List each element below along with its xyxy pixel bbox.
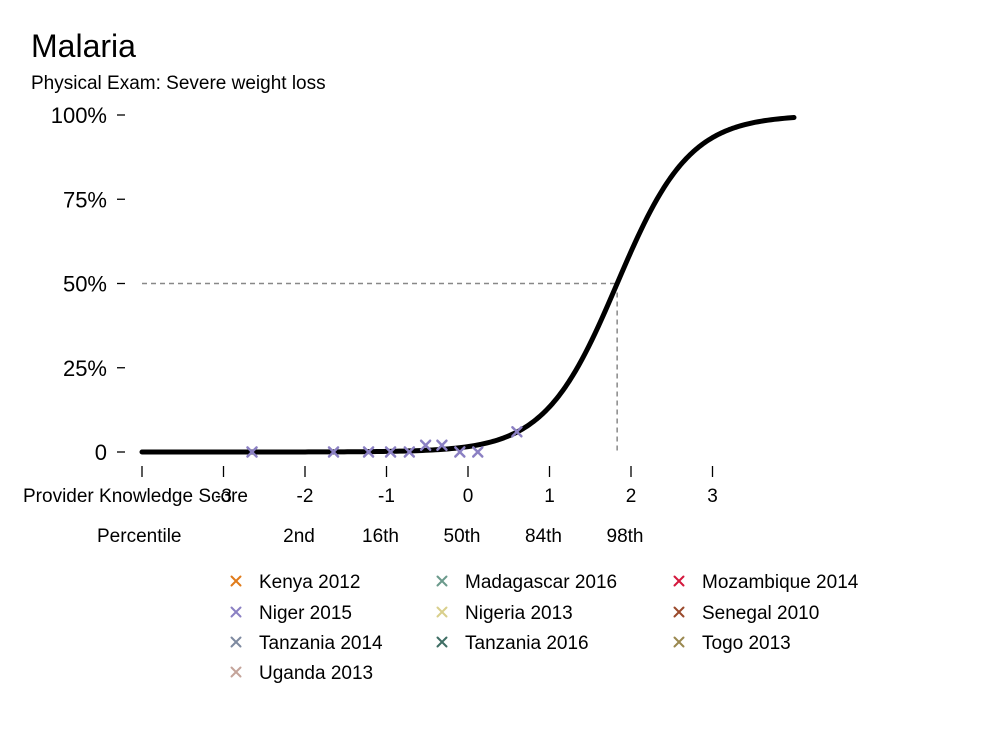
percentile-tick-label: 2nd <box>283 526 315 547</box>
data-point <box>472 446 484 458</box>
legend-marker-stroke <box>673 575 685 587</box>
data-point-stroke <box>472 446 484 458</box>
data-point-stroke <box>384 446 397 458</box>
legend-marker <box>436 636 448 648</box>
legend-marker <box>673 575 685 587</box>
data-point <box>454 446 466 458</box>
legend-marker-stroke <box>673 636 685 648</box>
legend-marker <box>436 575 448 587</box>
percentile-tick-label: 16th <box>362 526 399 547</box>
x-tick-label: 1 <box>544 486 555 507</box>
legend-label: Nigeria 2013 <box>465 603 573 624</box>
data-point <box>419 439 432 452</box>
legend-label: Kenya 2012 <box>259 572 360 593</box>
logistic-curve <box>139 115 797 455</box>
x-tick-label: -1 <box>378 486 395 507</box>
legend-marker-stroke <box>230 606 242 618</box>
chart-subtitle: Physical Exam: Severe weight loss <box>31 73 326 94</box>
data-point-stroke <box>511 426 523 438</box>
legend-marker-stroke <box>230 666 242 678</box>
legend-marker <box>436 606 448 618</box>
legend-label: Mozambique 2014 <box>702 572 859 593</box>
legend-marker-stroke <box>230 636 242 648</box>
x-tick-label: 3 <box>707 486 718 507</box>
y-tick-label: 25% <box>63 356 107 381</box>
legend-marker-stroke <box>436 575 448 587</box>
data-point-stroke <box>327 446 340 458</box>
legend-marker <box>673 636 685 648</box>
percentile-axis-title: Percentile <box>97 526 182 547</box>
data-point-stroke <box>436 439 448 452</box>
data-point-stroke <box>403 446 416 458</box>
percentile-tick-label: 50th <box>444 526 481 547</box>
legend-marker <box>230 575 242 587</box>
data-point <box>403 446 416 458</box>
data-point <box>246 446 258 458</box>
data-point <box>362 446 375 458</box>
legend-marker <box>673 606 685 618</box>
legend-label: Tanzania 2016 <box>465 633 589 654</box>
y-tick-label: 50% <box>63 272 107 297</box>
legend-marker-stroke <box>436 606 448 618</box>
legend-marker-stroke <box>436 636 448 648</box>
chart-title: Malaria <box>31 28 136 64</box>
legend-label: Senegal 2010 <box>702 603 819 624</box>
legend-marker-stroke <box>230 575 242 587</box>
data-point-stroke <box>419 439 432 452</box>
legend-label: Tanzania 2014 <box>259 633 383 654</box>
legend-label: Niger 2015 <box>259 603 352 624</box>
x-axis-title: Provider Knowledge Score <box>23 486 248 507</box>
y-tick-label: 0 <box>95 440 107 465</box>
legend-label: Madagascar 2016 <box>465 572 617 593</box>
data-point-stroke <box>454 446 466 458</box>
data-point <box>327 446 340 458</box>
legend-marker-stroke <box>673 606 685 618</box>
legend-marker <box>230 666 242 678</box>
legend-label: Togo 2013 <box>702 633 791 654</box>
data-point-stroke <box>362 446 375 458</box>
legend-label: Uganda 2013 <box>259 663 373 684</box>
legend-marker <box>230 636 242 648</box>
y-tick-label: 75% <box>63 187 107 212</box>
x-tick-label: -3 <box>215 486 232 507</box>
data-point <box>384 446 397 458</box>
x-tick-label: 0 <box>463 486 474 507</box>
legend-marker <box>230 606 242 618</box>
data-point-stroke <box>246 446 258 458</box>
x-tick-label: 2 <box>626 486 637 507</box>
data-point <box>511 426 523 438</box>
percentile-tick-label: 98th <box>607 526 644 547</box>
percentile-tick-label: 84th <box>525 526 562 547</box>
y-tick-label: 100% <box>51 103 107 128</box>
x-tick-label: -2 <box>297 486 314 507</box>
data-point <box>436 439 448 452</box>
